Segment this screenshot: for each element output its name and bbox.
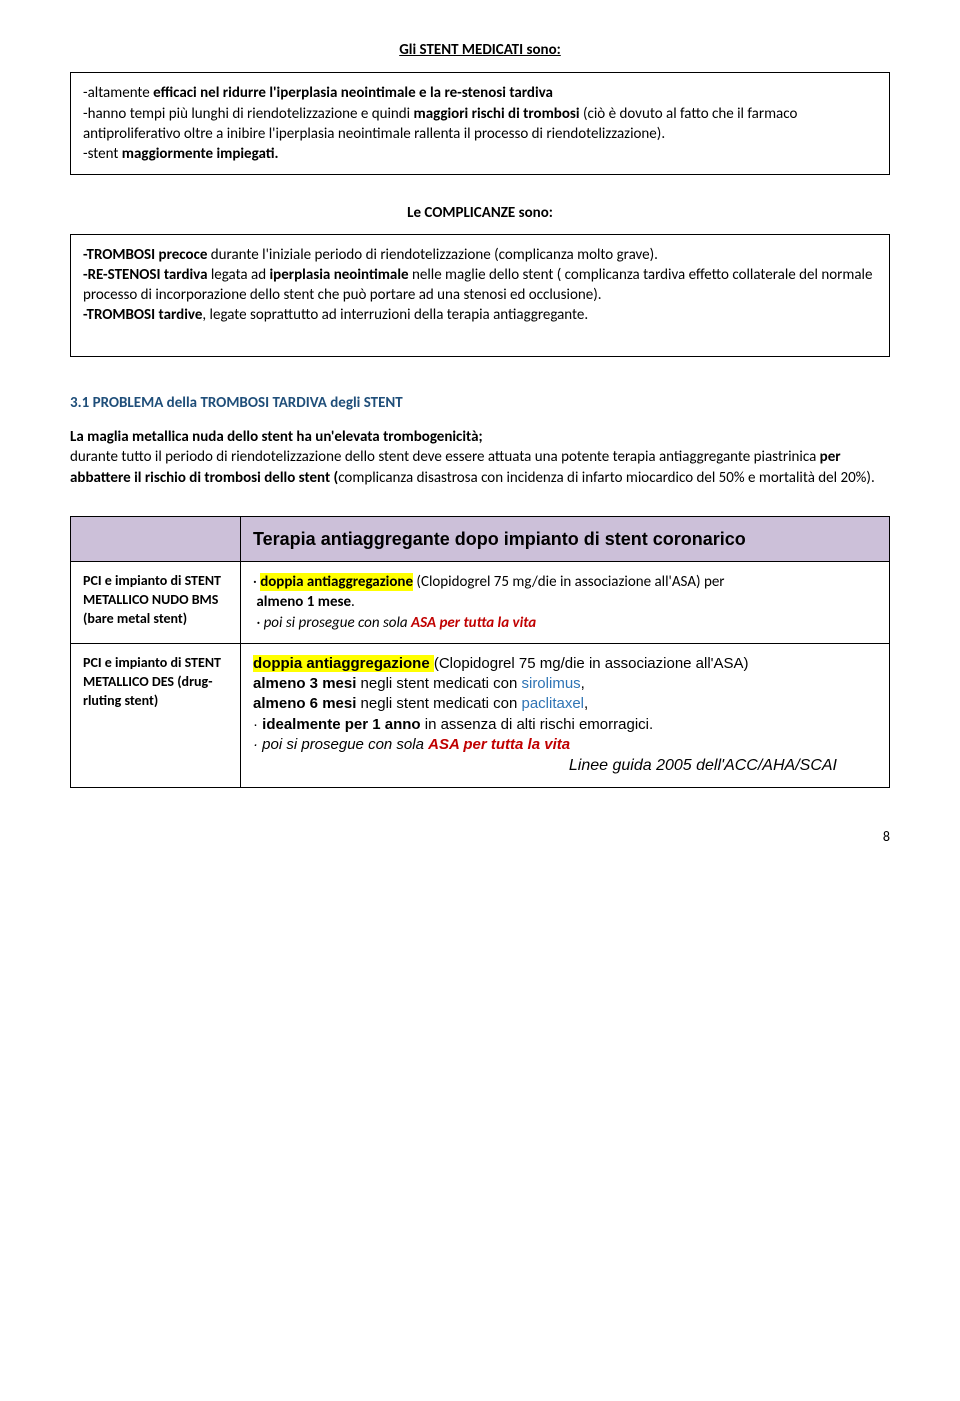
text: (Clopidogrel 75 mg/die in associazione a…: [413, 573, 725, 591]
box2-line1: -TROMBOSI precoce durante l'iniziale per…: [83, 245, 877, 265]
text: ,: [581, 675, 585, 692]
section-title-3-1: 3.1 PROBLEMA della TROMBOSI TARDIVA degl…: [70, 393, 890, 413]
text-bold: iperplasia neointimale: [269, 266, 408, 284]
text: legata ad: [211, 266, 270, 284]
text-bold: idealmente per 1 anno: [262, 716, 420, 733]
text: durante l'iniziale periodo di riendoteli…: [211, 246, 658, 264]
text: -stent: [83, 145, 122, 163]
row2-right: doppia antiaggregazione (Clopidogrel 75 …: [241, 643, 890, 787]
para-line1: La maglia metallica nuda dello stent ha …: [70, 427, 890, 447]
text: , legate soprattutto ad interruzioni del…: [202, 306, 588, 324]
para-line2: durante tutto il periodo di riendotelizz…: [70, 447, 890, 488]
text: durante tutto il periodo di riendotelizz…: [70, 448, 820, 466]
therapy-table: Terapia antiaggregante dopo impianto di …: [70, 516, 890, 788]
text: -hanno tempi più lunghi di riendotelizza…: [83, 105, 414, 123]
text: in assenza di alti rischi emorragici.: [421, 716, 654, 733]
box2-spacer: [83, 326, 877, 346]
text: ,: [584, 695, 588, 712]
table-row: PCI e impianto di STENT METALLICO DES (d…: [71, 643, 890, 787]
text: complicanza disastrosa con incidenza di …: [338, 469, 875, 487]
row2-left: PCI e impianto di STENT METALLICO DES (d…: [71, 643, 241, 787]
text-bold: -TROMBOSI precoce: [83, 246, 211, 264]
title-stent-medicati: Gli STENT MEDICATI sono:: [70, 40, 890, 60]
paragraph-trombosi: La maglia metallica nuda dello stent ha …: [70, 427, 890, 488]
text-red-bold-italic: ASA per tutta la vita: [411, 614, 536, 632]
guideline-text: Linee guida 2005 dell'ACC/AHA/SCAI: [253, 755, 877, 777]
text-bold: -TROMBOSI tardive: [83, 306, 202, 324]
box2-line2: -RE-STENOSI tardiva legata ad iperplasia…: [83, 265, 877, 306]
page-number: 8: [70, 828, 890, 847]
text-bold: maggiormente impiegati.: [122, 145, 279, 163]
text-italic: · poi si prosegue con sola: [256, 614, 411, 632]
box-stent-medicati: -altamente efficaci nel ridurre l'iperpl…: [70, 72, 890, 175]
title-complicanze: Le COMPLICANZE sono:: [70, 203, 890, 223]
text: negli stent medicati con: [356, 695, 521, 712]
box1-line3: -stent maggiormente impiegati.: [83, 144, 877, 164]
header-right: Terapia antiaggregante dopo impianto di …: [241, 516, 890, 561]
text: (Clopidogrel 75 mg/die in associazione a…: [434, 655, 749, 672]
box2-line3: -TROMBOSI tardive, legate soprattutto ad…: [83, 305, 877, 325]
box1-line1: -altamente efficaci nel ridurre l'iperpl…: [83, 83, 877, 103]
text-highlight: doppia antiaggregazione: [253, 655, 434, 672]
text-bold: maggiori rischi di trombosi: [414, 105, 580, 123]
table-row: PCI e impianto di STENT METALLICO NUDO B…: [71, 562, 890, 644]
text: ·: [253, 716, 262, 733]
table-header-row: Terapia antiaggregante dopo impianto di …: [71, 516, 890, 561]
row1-left: PCI e impianto di STENT METALLICO NUDO B…: [71, 562, 241, 644]
text-red-bold-italic: ASA per tutta la vita: [428, 736, 570, 753]
text: .: [351, 593, 355, 611]
box1-line2: -hanno tempi più lunghi di riendotelizza…: [83, 104, 877, 145]
text-blue: sirolimus: [521, 675, 580, 692]
text: negli stent medicati con: [356, 675, 521, 692]
text-italic: · poi si prosegue con sola: [253, 736, 428, 753]
text-bold: almeno 3 mesi: [253, 675, 356, 692]
row1-right: · doppia antiaggregazione (Clopidogrel 7…: [241, 562, 890, 644]
text-highlight: doppia antiaggregazione: [260, 573, 413, 591]
text: -altamente: [83, 84, 153, 102]
box-complicanze: -TROMBOSI precoce durante l'iniziale per…: [70, 234, 890, 357]
text-bold: almeno 6 mesi: [253, 695, 356, 712]
text-blue: paclitaxel: [521, 695, 584, 712]
text-bold: almeno 1 mese: [256, 593, 351, 611]
text-bold: efficaci nel ridurre l'iperplasia neoint…: [153, 84, 553, 102]
header-left-empty: [71, 516, 241, 561]
text-bold: PCI e impianto di: [83, 654, 185, 671]
text-bold: PCI e impianto di: [83, 572, 185, 589]
text-bold: La maglia metallica nuda dello stent ha …: [70, 428, 483, 446]
text-bold: -RE-STENOSI tardiva: [83, 266, 211, 284]
